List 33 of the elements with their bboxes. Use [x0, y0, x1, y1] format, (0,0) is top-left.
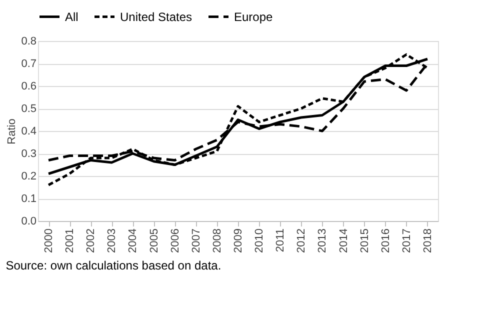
y-tick-label: 0.3: [21, 148, 36, 160]
x-tick-label: 2006: [169, 228, 182, 253]
y-tick-label: 0.6: [21, 80, 36, 92]
x-tick-label: 2004: [127, 228, 140, 253]
source-note: Source: own calculations based on data.: [6, 258, 222, 272]
x-tick-label: 2005: [148, 228, 160, 253]
x-tick-label: 2016: [380, 228, 392, 253]
y-tick-label: 0.1: [21, 193, 36, 205]
y-tick-label: 0.5: [21, 103, 36, 115]
x-tick-label: 2002: [85, 228, 98, 253]
y-axis-title: Ratio: [6, 118, 18, 144]
x-tick-label: 2013: [316, 228, 329, 253]
x-tick-label: 2010: [254, 228, 266, 253]
x-tick-label: 2012: [296, 228, 308, 253]
x-tick-label: 2009: [232, 228, 244, 253]
x-tick-label: 2011: [274, 228, 287, 252]
legend-label: Europe: [234, 10, 274, 24]
legend-label: All: [65, 10, 78, 24]
x-tick-label: 2017: [400, 228, 413, 253]
y-tick-label: 0.8: [21, 36, 36, 48]
x-tick-label: 2003: [106, 228, 118, 253]
y-tick-label: 0.7: [21, 58, 36, 70]
x-tick-label: 2018: [422, 228, 434, 253]
x-tick-label: 2007: [190, 228, 202, 253]
y-tick-label: 0.2: [21, 170, 36, 182]
y-tick-label: 0.4: [21, 126, 36, 138]
x-tick-label: 2001: [64, 228, 76, 253]
x-tick-label: 2000: [43, 228, 56, 253]
y-tick-label: 0.0: [21, 216, 36, 228]
x-tick-label: 2014: [338, 228, 350, 253]
x-tick-label: 2008: [211, 228, 224, 253]
legend-label: United States: [120, 10, 192, 24]
x-tick-label: 2015: [358, 228, 371, 253]
